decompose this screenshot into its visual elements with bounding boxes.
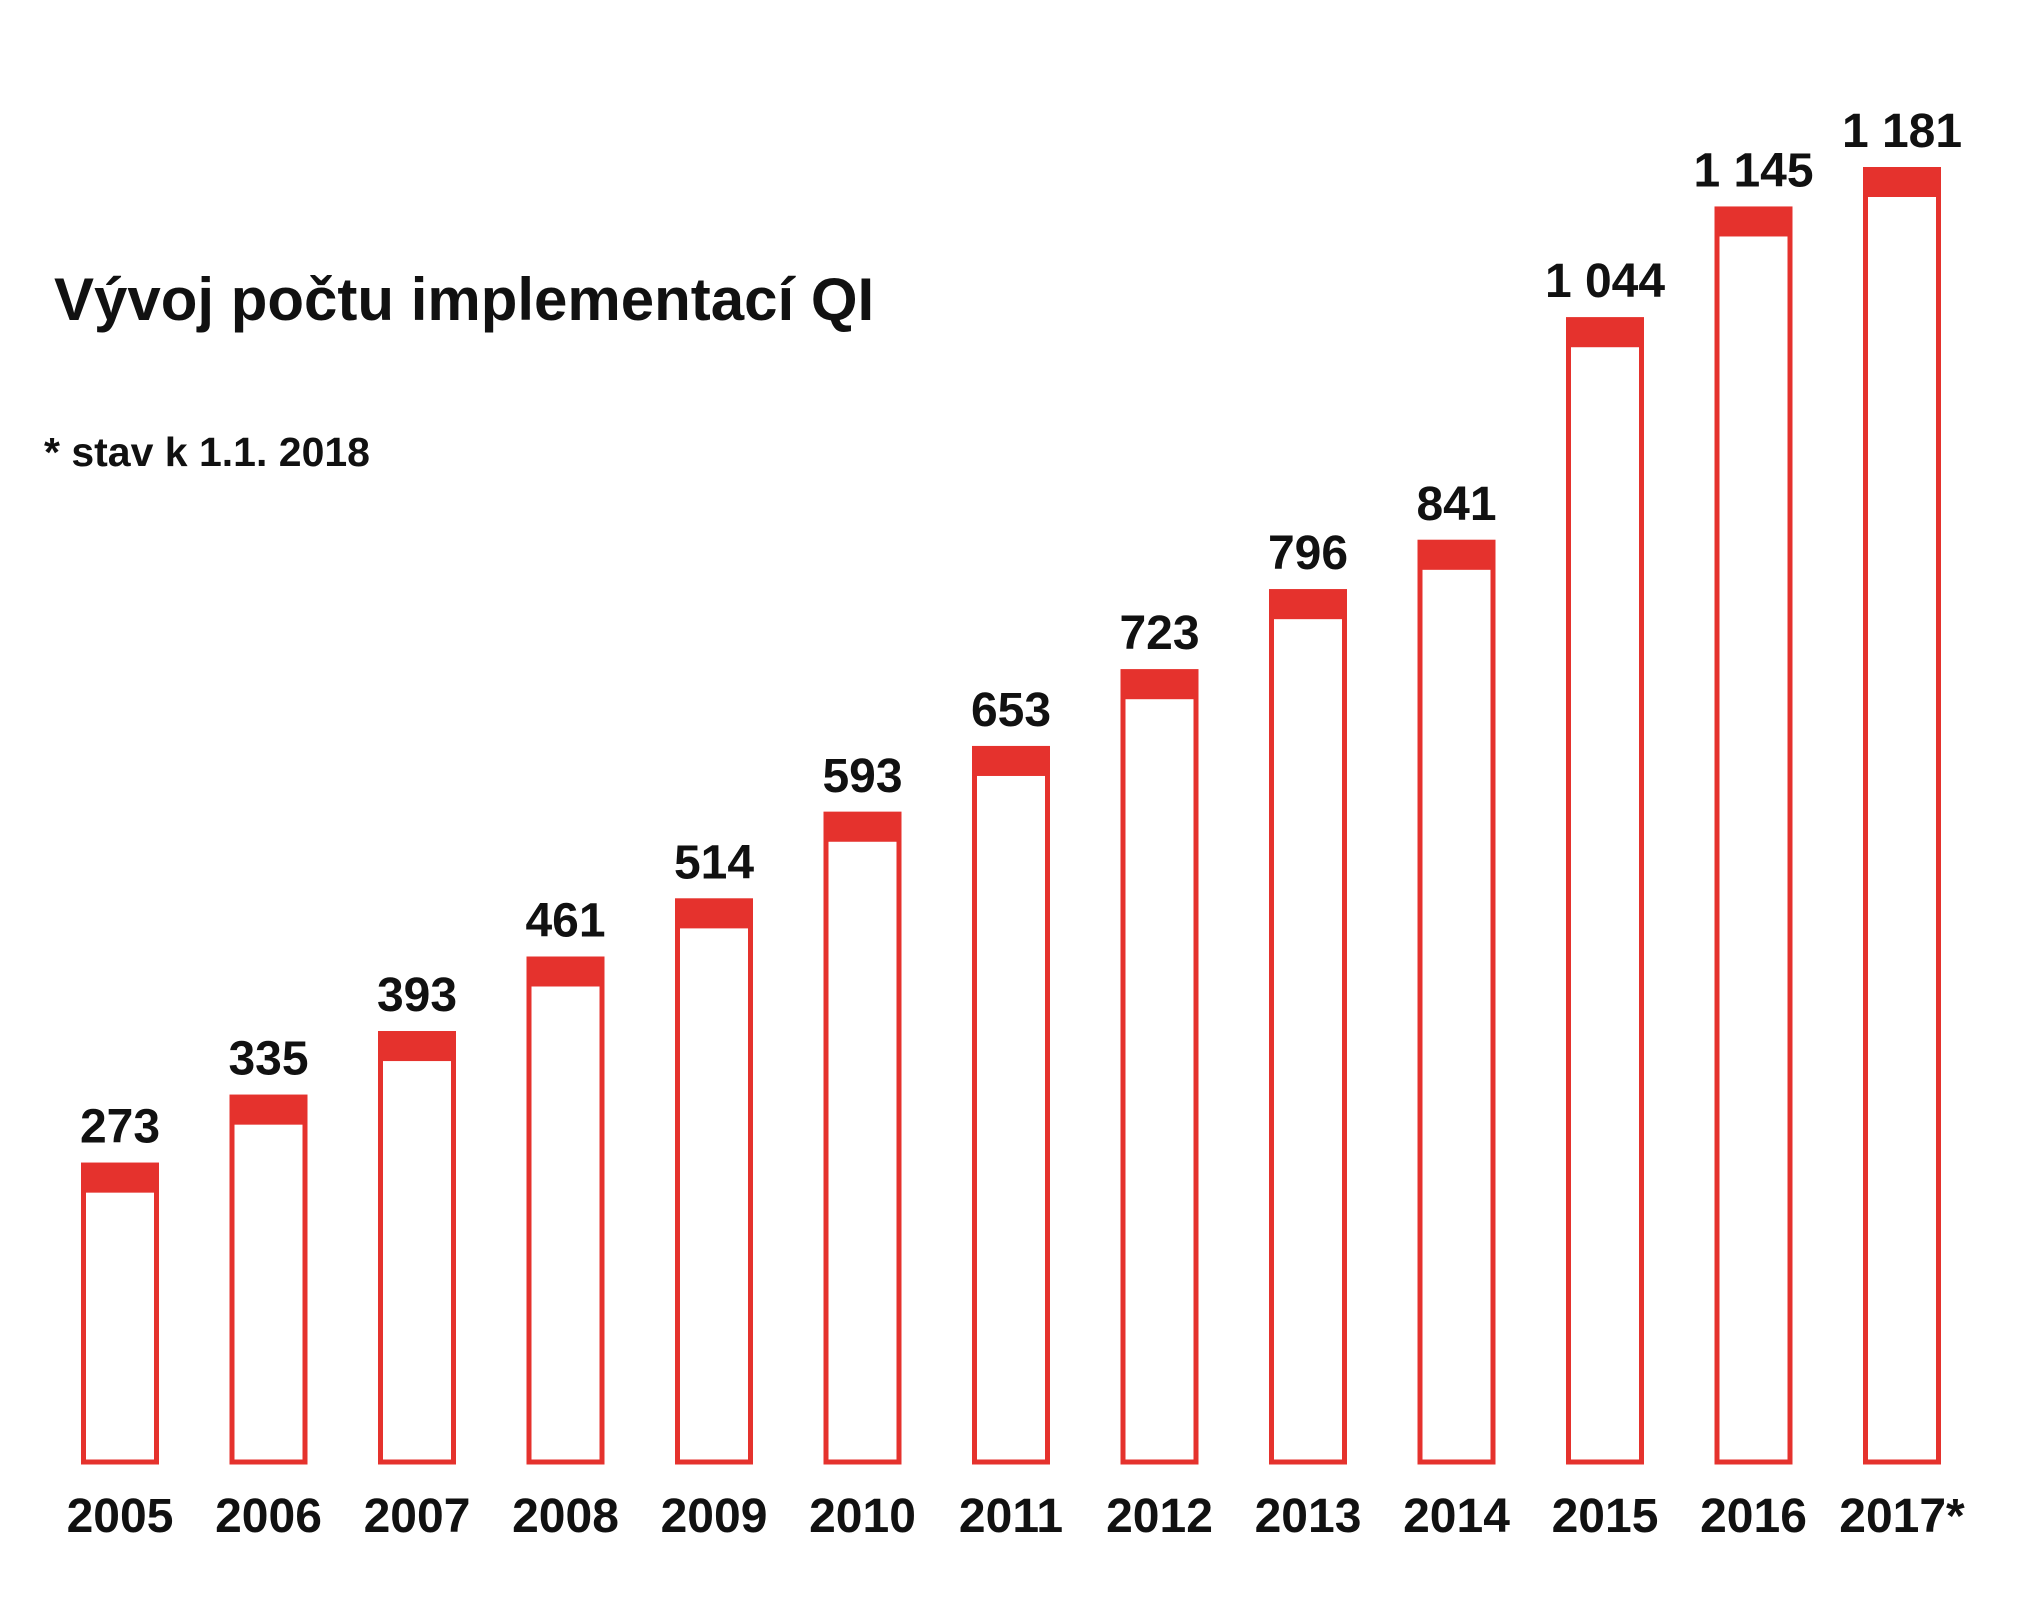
bar-group: 653 2011 [959, 684, 1063, 1543]
x-tick-label: 2012 [1106, 1490, 1213, 1543]
bar-cap [1417, 539, 1496, 570]
bar-cap [823, 811, 902, 842]
bar-group: 335 2006 [215, 1033, 322, 1543]
bar [378, 1031, 456, 1465]
bar [1417, 539, 1496, 1465]
data-label: 723 [1119, 607, 1199, 660]
bar-group: 514 2009 [661, 836, 768, 1543]
x-tick-label: 2006 [215, 1490, 322, 1543]
x-tick-label: 2005 [67, 1490, 174, 1543]
bar [1120, 669, 1199, 1465]
bar-cap [378, 1031, 456, 1062]
bar-cap [526, 956, 605, 987]
data-label: 461 [525, 895, 605, 948]
chart-note: * stav k 1.1. 2018 [44, 429, 370, 475]
bar-cap [675, 898, 753, 929]
bar-group: 393 2007 [364, 969, 471, 1543]
data-label: 335 [228, 1033, 308, 1086]
bar [81, 1162, 159, 1465]
bar-cap [229, 1094, 308, 1125]
chart-title: Vývoj počtu implementací QI [54, 266, 874, 333]
x-tick-label: 2013 [1255, 1490, 1362, 1543]
x-tick-label: 2014 [1403, 1490, 1510, 1543]
bar [823, 811, 902, 1465]
data-label: 593 [822, 750, 902, 803]
x-tick-label: 2011 [959, 1490, 1063, 1543]
data-label: 653 [971, 684, 1051, 737]
bar [1269, 589, 1347, 1465]
bar [972, 745, 1050, 1465]
bar-cap [1120, 669, 1199, 700]
x-tick-label: 2016 [1700, 1490, 1807, 1543]
bars-group: 273 2005 335 2006 393 2007 461 2008 514 2009 593 20… [67, 105, 1965, 1543]
bar-cap [1714, 206, 1793, 237]
bar-cap [972, 745, 1050, 776]
data-label: 514 [674, 836, 754, 889]
bar [675, 898, 753, 1465]
bar-group: 796 2013 [1255, 527, 1362, 1543]
bar [1566, 317, 1644, 1465]
bar [526, 956, 605, 1465]
x-tick-label: 2009 [661, 1490, 768, 1543]
bar-group: 1 145 2016 [1693, 144, 1813, 1543]
data-label: 393 [377, 969, 457, 1022]
bar [1714, 206, 1793, 1465]
bar-cap [81, 1162, 159, 1193]
bar-group: 593 2010 [809, 750, 916, 1543]
bar-cap [1863, 167, 1941, 197]
bar-group: 461 2008 [512, 895, 619, 1543]
data-label: 1 181 [1842, 105, 1962, 158]
x-tick-label: 2017* [1839, 1490, 1965, 1543]
bar-group: 1 044 2015 [1545, 255, 1665, 1543]
data-label: 841 [1416, 478, 1496, 531]
bar [1863, 167, 1941, 1465]
bar-cap [1269, 589, 1347, 620]
bar-group: 1 181 2017* [1839, 105, 1965, 1543]
x-tick-label: 2010 [809, 1490, 916, 1543]
bar-group: 841 2014 [1403, 478, 1510, 1543]
x-tick-label: 2008 [512, 1490, 619, 1543]
x-tick-label: 2007 [364, 1490, 471, 1543]
data-label: 273 [80, 1101, 160, 1154]
x-tick-label: 2015 [1552, 1490, 1659, 1543]
bar [229, 1094, 308, 1465]
data-label: 1 145 [1693, 144, 1813, 197]
data-label: 1 044 [1545, 255, 1665, 308]
bar-group: 723 2012 [1106, 607, 1213, 1543]
bar-group: 273 2005 [67, 1101, 174, 1543]
data-label: 796 [1268, 527, 1348, 580]
bar-cap [1566, 317, 1644, 348]
